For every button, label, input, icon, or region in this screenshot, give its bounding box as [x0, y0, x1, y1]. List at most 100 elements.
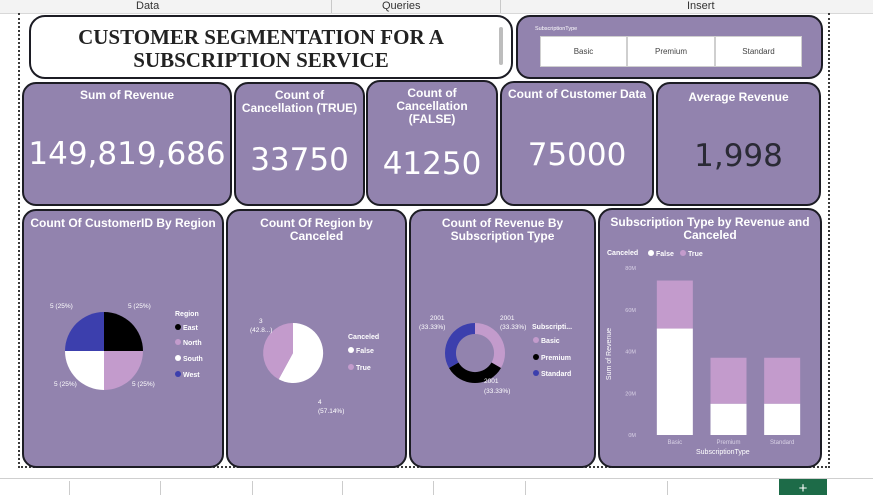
kpi-value: 75000 [527, 137, 627, 173]
add-sheet-button[interactable]: + [779, 479, 827, 497]
legend-title: Subscripti... [532, 324, 573, 331]
sheet-divider [160, 481, 161, 495]
sheet-tab-bar [0, 478, 873, 496]
legend-label: True [688, 251, 703, 258]
pie-data-label: (57.14%) [318, 408, 345, 415]
bar-premium-false[interactable] [710, 403, 747, 435]
sheet-divider [667, 481, 668, 495]
legend-dot [175, 339, 181, 345]
y-tick-label: 20M [625, 391, 636, 397]
legend-dot [533, 337, 539, 343]
legend-label: Basic [541, 338, 560, 345]
legend-item-standard[interactable]: Standard [533, 370, 571, 378]
kpi-label: Count of Cancellation (TRUE) [241, 88, 358, 115]
chart-revenue-subscription: Count of Revenue By Subscription Type 20… [409, 209, 596, 468]
pie-data-label: 5 (25%) [128, 303, 151, 310]
tab-data[interactable]: Data [136, 0, 160, 12]
pie-data-label: 5 (25%) [132, 381, 155, 388]
dashboard-title: CUSTOMER SEGMENTATION FOR A SUBSCRIPTION… [78, 25, 444, 72]
legend-item-west[interactable]: West [175, 371, 200, 379]
legend-item-south[interactable]: South [175, 355, 203, 363]
donut-data-label: 2001 [500, 315, 515, 322]
bar-basic-true[interactable] [656, 280, 693, 329]
dashboard-title-box: CUSTOMER SEGMENTATION FOR A SUBSCRIPTION… [29, 15, 513, 79]
legend-dot [648, 250, 654, 256]
chart-canceled: Count Of Region by Canceled 3 (42.8...) … [226, 209, 407, 468]
tab-insert[interactable]: Insert [687, 0, 715, 12]
legend-label: True [356, 365, 371, 372]
legend-item-north[interactable]: North [175, 339, 202, 347]
legend-label: North [183, 340, 202, 347]
y-tick-label: 60M [625, 308, 636, 314]
pie-data-label: 3 [259, 318, 263, 325]
kpi-value: 1,998 [694, 138, 783, 174]
donut-slice-basic[interactable] [475, 323, 506, 368]
x-tick-label: Standard [770, 440, 794, 446]
bar-standard-true[interactable] [764, 357, 801, 404]
legend-item-true[interactable]: True [348, 364, 371, 372]
pie-data-label: (42.8...) [250, 327, 273, 334]
y-tick-label: 80M [625, 266, 636, 272]
title-scrollbar[interactable] [499, 27, 503, 65]
kpi-value: 41250 [382, 146, 482, 182]
pie-slice-true[interactable] [263, 323, 293, 380]
slicer-option-premium[interactable]: Premium [627, 36, 715, 67]
donut-data-label: 2001 [484, 378, 499, 385]
kpi-label: Count of Cancellation (FALSE) [396, 86, 468, 126]
chart-title: Subscription Type by Revenue and Cancele… [610, 215, 810, 242]
legend-item-false[interactable]: False [348, 347, 374, 355]
bar-basic-false[interactable] [656, 328, 693, 435]
legend-item-false[interactable]: False [648, 250, 674, 258]
pie-slice-south[interactable] [65, 351, 104, 390]
legend-dot [348, 347, 354, 353]
legend-label: Premium [541, 355, 571, 362]
x-tick-label: Basic [667, 440, 682, 446]
pie-data-label: 4 [318, 399, 322, 406]
legend-label: False [656, 251, 674, 258]
donut-slice-standard[interactable] [444, 323, 475, 368]
chart-subscription-revenue-canceled: Subscription Type by Revenue and Cancele… [598, 208, 822, 468]
pie-slice-east[interactable] [104, 312, 143, 351]
kpi-value: 33750 [250, 142, 349, 178]
bar-premium-true[interactable] [710, 357, 747, 404]
x-axis-label: SubscriptionType [696, 449, 750, 456]
donut-slice-premium[interactable] [449, 362, 501, 384]
donut-data-label: (33.33%) [484, 388, 511, 395]
kpi-cancellation-false: Count of Cancellation (FALSE) 41250 [366, 80, 498, 206]
bar-standard-false[interactable] [764, 403, 801, 435]
legend-label: West [183, 372, 200, 379]
pie-slice-north[interactable] [104, 351, 143, 390]
ribbon-divider [331, 0, 332, 13]
legend-item-premium[interactable]: Premium [533, 354, 571, 362]
subscription-slicer: SubscriptionType Basic Premium Standard [516, 15, 823, 79]
sheet-divider [342, 481, 343, 495]
chart-title: Count of Revenue By Subscription Type [441, 216, 564, 243]
pie-slice-west[interactable] [65, 312, 104, 351]
ribbon-divider [500, 0, 501, 13]
sheet-divider [433, 481, 434, 495]
legend-item-basic[interactable]: Basic [533, 337, 560, 345]
sheet-divider [69, 481, 70, 495]
legend-label: False [356, 348, 374, 355]
kpi-label: Average Revenue [688, 90, 789, 104]
chart-region: Count Of CustomerID By Region 5 (25%) 5 … [22, 209, 224, 468]
kpi-label: Sum of Revenue [79, 88, 175, 102]
pie-slice-false[interactable] [278, 322, 324, 383]
tab-queries[interactable]: Queries [382, 0, 421, 12]
legend-label: Standard [541, 371, 572, 378]
legend-title: Canceled [607, 250, 639, 257]
legend-dot [175, 355, 181, 361]
slicer-option-basic[interactable]: Basic [540, 36, 627, 67]
kpi-customer-count: Count of Customer Data 75000 [500, 81, 654, 206]
donut-data-label: 2001 [430, 315, 445, 322]
y-tick-label: 40M [625, 350, 636, 356]
region-pie-svg [65, 312, 143, 390]
slicer-option-standard[interactable]: Standard [715, 36, 802, 67]
kpi-cancellation-true: Count of Cancellation (TRUE) 33750 [234, 82, 365, 206]
kpi-sum-revenue: Sum of Revenue 149,819,686 [22, 82, 232, 206]
legend-dot [348, 364, 354, 370]
kpi-average-revenue: Average Revenue 1,998 [656, 82, 821, 206]
y-tick-label: 0M [628, 433, 636, 439]
legend-item-east[interactable]: East [175, 324, 198, 332]
legend-item-true[interactable]: True [680, 250, 703, 258]
